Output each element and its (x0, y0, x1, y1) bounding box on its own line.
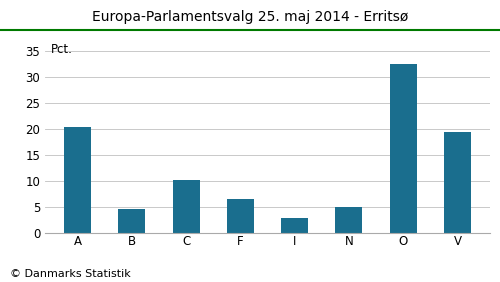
Bar (336, 207, 362, 233)
Bar (118, 209, 146, 233)
Bar (64, 127, 91, 233)
Bar (390, 64, 416, 233)
Bar (227, 199, 254, 233)
Text: © Danmarks Statistik: © Danmarks Statistik (10, 269, 131, 279)
Text: Europa-Parlamentsvalg 25. maj 2014 - Erritsø: Europa-Parlamentsvalg 25. maj 2014 - Err… (92, 10, 408, 24)
Bar (172, 180, 200, 233)
Text: Pct.: Pct. (50, 43, 72, 56)
Bar (444, 132, 471, 233)
Bar (281, 218, 308, 233)
